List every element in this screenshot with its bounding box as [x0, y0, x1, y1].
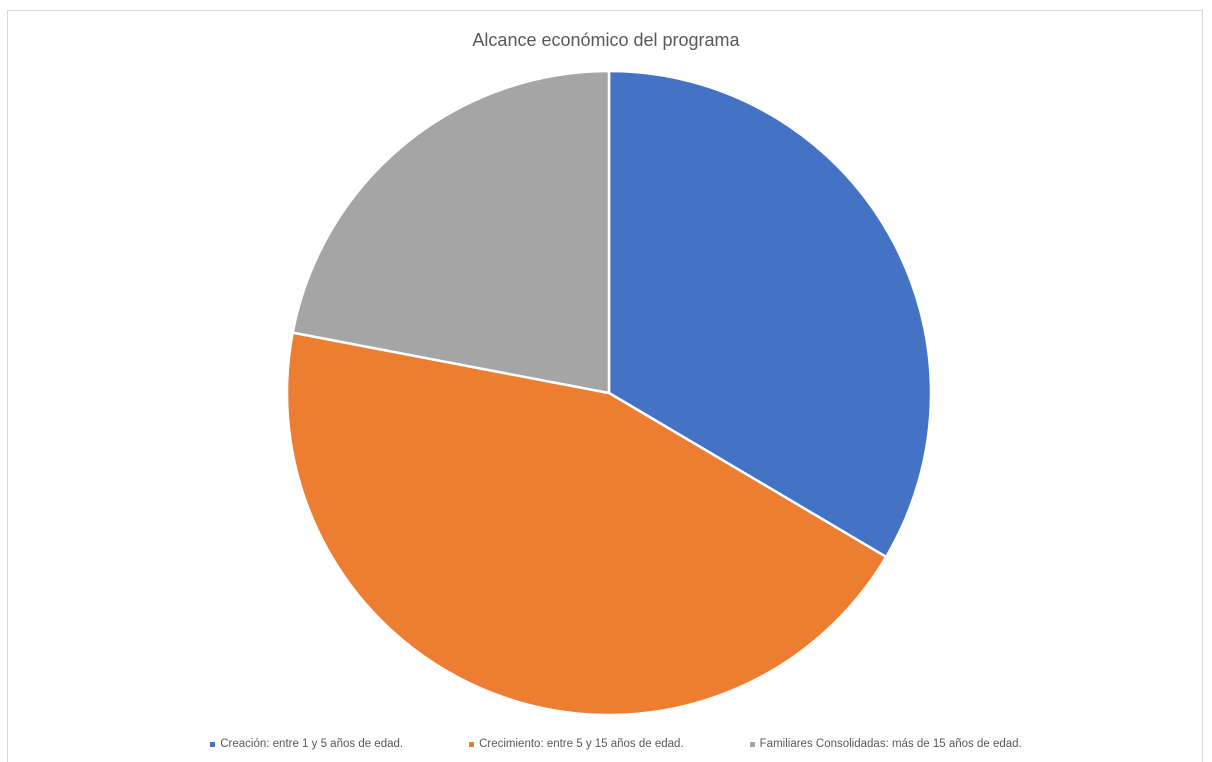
legend-swatch	[210, 741, 216, 747]
legend-label: Crecimiento: entre 5 y 15 años de edad.	[479, 738, 684, 750]
slice-creacion	[607, 69, 933, 559]
chart-legend: Creación: entre 1 y 5 años de edad. Crec…	[0, 738, 1212, 750]
legend-item-crecimiento: Crecimiento: entre 5 y 15 años de edad.	[469, 738, 684, 750]
legend-item-creacion: Creación: entre 1 y 5 años de edad.	[210, 738, 403, 750]
legend-item-consolidadas: Familiares Consolidadas: más de 15 años …	[749, 738, 1022, 750]
legend-swatch	[469, 741, 475, 747]
pie-slices	[285, 69, 933, 717]
slice-crecimiento	[285, 331, 888, 717]
legend-label: Familiares Consolidadas: más de 15 años …	[759, 738, 1022, 750]
slice-consolidadas	[291, 69, 611, 395]
legend-swatch	[749, 741, 755, 747]
chart-title: Alcance económico del programa	[472, 30, 740, 50]
legend-label: Creación: entre 1 y 5 años de edad.	[220, 738, 404, 750]
